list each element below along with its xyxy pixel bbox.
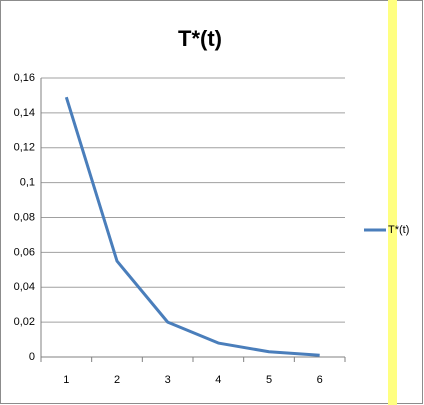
chart-title: T*(t) bbox=[178, 26, 222, 51]
legend-label: T*(t) bbox=[388, 224, 409, 236]
y-tick-label: 0,16 bbox=[14, 72, 35, 84]
x-tick-label: 1 bbox=[63, 374, 69, 386]
y-tick-label: 0,1 bbox=[20, 177, 35, 189]
highlight-bar bbox=[388, 0, 397, 405]
x-tick-label: 2 bbox=[114, 374, 120, 386]
y-tick-label: 0,02 bbox=[14, 316, 35, 328]
y-tick-label: 0 bbox=[29, 351, 35, 363]
x-tick-label: 6 bbox=[317, 374, 323, 386]
y-tick-label: 0,12 bbox=[14, 142, 35, 154]
y-tick-label: 0,04 bbox=[14, 281, 35, 293]
y-tick-label: 0,08 bbox=[14, 211, 35, 223]
x-tick-label: 3 bbox=[165, 374, 171, 386]
y-tick-label: 0,06 bbox=[14, 246, 35, 258]
x-tick-label: 4 bbox=[215, 374, 221, 386]
x-tick-label: 5 bbox=[266, 374, 272, 386]
y-tick-label: 0,14 bbox=[14, 107, 35, 119]
data-line bbox=[64, 96, 320, 357]
